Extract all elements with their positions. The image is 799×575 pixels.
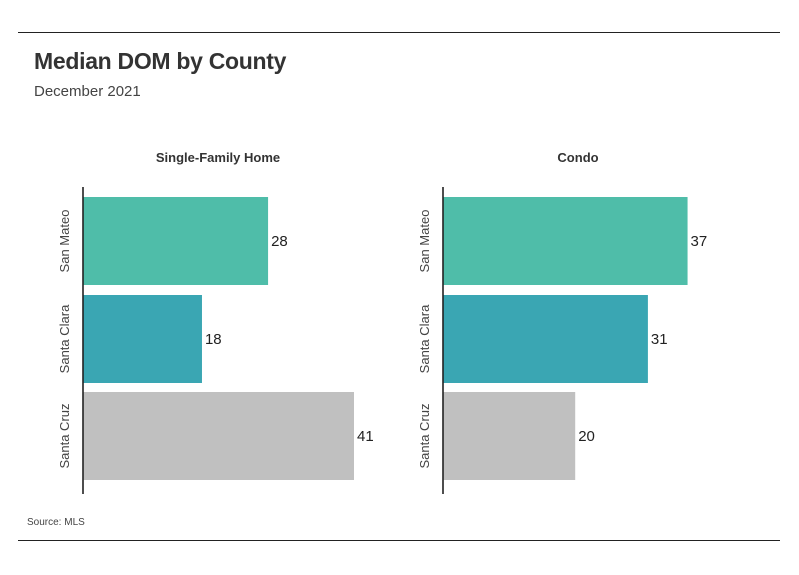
bar-single-family-home-san-mateo (83, 197, 269, 285)
panel-title-condo: Condo (557, 150, 598, 165)
category-label-single-family-home-san-mateo: San Mateo (57, 210, 72, 273)
value-label-single-family-home-san-mateo: 28 (271, 233, 288, 250)
value-label-condo-santa-cruz: 20 (578, 428, 595, 445)
bottom-rule (18, 540, 780, 541)
value-label-single-family-home-santa-cruz: 41 (357, 428, 374, 445)
panel-title-single-family-home: Single-Family Home (156, 150, 280, 165)
chart-subtitle: December 2021 (34, 83, 141, 100)
bar-condo-san-mateo (443, 197, 688, 285)
bar-condo-santa-cruz (443, 392, 576, 480)
category-label-single-family-home-santa-cruz: Santa Cruz (57, 403, 72, 468)
top-rule (18, 32, 780, 33)
category-label-condo-san-mateo: San Mateo (417, 210, 432, 273)
category-label-condo-santa-clara: Santa Clara (417, 304, 432, 373)
category-label-single-family-home-santa-clara: Santa Clara (57, 304, 72, 373)
value-label-single-family-home-santa-clara: 18 (205, 331, 222, 348)
chart-title: Median DOM by County (34, 48, 287, 74)
bar-condo-santa-clara (443, 295, 648, 383)
bar-single-family-home-santa-clara (83, 295, 202, 383)
category-label-condo-santa-cruz: Santa Cruz (417, 403, 432, 468)
value-label-condo-san-mateo: 37 (691, 233, 708, 250)
bar-single-family-home-santa-cruz (83, 392, 354, 480)
source-note: Source: MLS (27, 517, 85, 528)
value-label-condo-santa-clara: 31 (651, 331, 668, 348)
